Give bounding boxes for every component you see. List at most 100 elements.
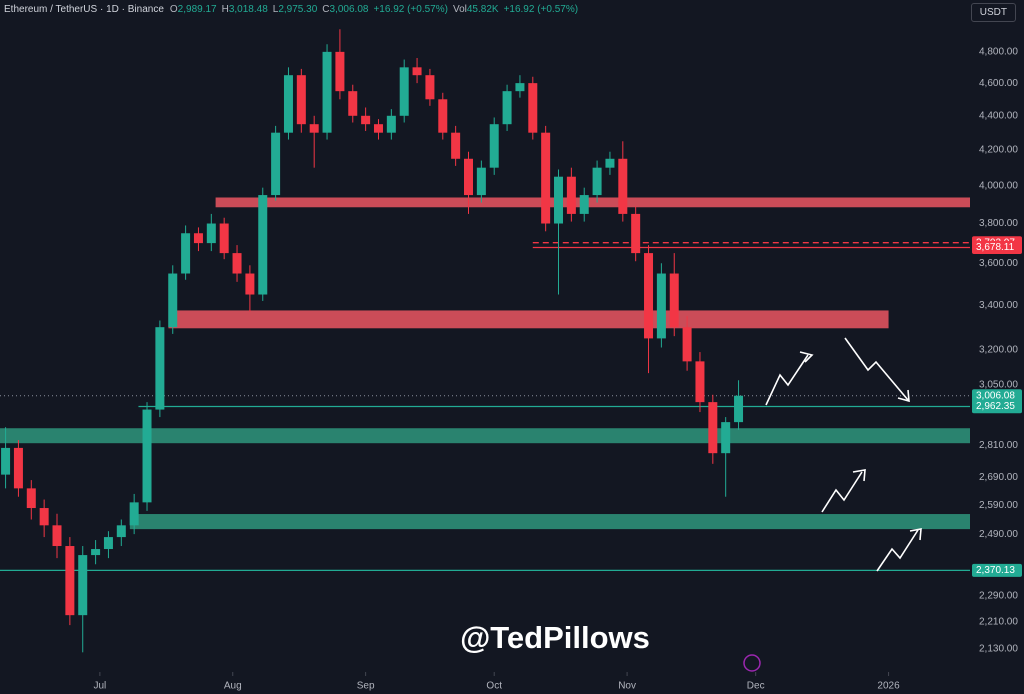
candle-body: [129, 502, 139, 526]
x-tick-label: Sep: [357, 681, 375, 692]
y-tick-label: 3,600.00: [979, 258, 1018, 269]
arrow-head: [897, 389, 910, 403]
x-tick-label: 2026: [877, 681, 900, 692]
candle-body: [91, 549, 101, 556]
price-tag: [972, 399, 1022, 413]
candle-body: [528, 83, 538, 133]
ohlc-key: H: [221, 4, 229, 15]
candle-body: [579, 195, 589, 214]
volume-value: 45.82K: [466, 4, 499, 15]
y-tick-label: 4,400.00: [979, 110, 1018, 121]
y-tick-label: 2,690.00: [979, 472, 1018, 483]
candle-body: [618, 158, 628, 214]
candle-body: [271, 132, 281, 196]
candle-body: [669, 273, 679, 328]
volume-change: +16.92 (+0.57%): [503, 4, 579, 15]
change: +16.92 (+0.57%): [373, 4, 448, 15]
y-tick-label: 2,490.00: [979, 529, 1018, 540]
zone: [168, 310, 889, 329]
y-tick-label: 4,600.00: [979, 78, 1018, 89]
legend-header: Ethereum / TetherUS · 1D · Binance O2,989…: [4, 4, 583, 15]
volume-key: Vol: [452, 4, 467, 15]
candle-body: [1, 447, 11, 475]
plot-layer: [0, 29, 974, 676]
ohlc-value: 3,006.08: [329, 4, 369, 15]
candle-body: [399, 67, 409, 116]
projection-arrows: [765, 337, 922, 572]
candle-body: [296, 75, 306, 125]
y-tick-label: 4,800.00: [979, 46, 1018, 57]
y-tick-label: 2,810.00: [979, 440, 1018, 451]
arrow-head: [799, 351, 814, 363]
candle-body: [412, 67, 422, 76]
candle-body: [386, 115, 396, 133]
candle-body: [502, 91, 512, 125]
currency-button[interactable]: USDT: [970, 3, 1016, 22]
price-tag: [972, 240, 1022, 254]
candle-body: [541, 132, 551, 224]
y-tick-label: 3,400.00: [979, 300, 1018, 311]
candle-body: [656, 273, 666, 339]
candle-body: [13, 447, 23, 489]
y-tick-label: 3,200.00: [979, 344, 1018, 355]
y-tick-label: 3,050.00: [979, 380, 1018, 391]
zone: [215, 197, 971, 208]
candle-body: [309, 124, 319, 133]
candle-body: [695, 361, 705, 403]
candle-body: [438, 99, 448, 133]
y-tick-label: 2,130.00: [979, 644, 1018, 655]
candle-body: [554, 176, 564, 224]
ohlc-key: L: [272, 4, 279, 15]
x-tick-label: Nov: [618, 681, 636, 692]
candle-body: [605, 158, 615, 168]
candle-body: [142, 409, 152, 503]
ohlc-value: 2,975.30: [278, 4, 318, 15]
candle-body: [592, 167, 602, 196]
watermark: @TedPillows: [460, 620, 650, 655]
candle-body: [206, 223, 216, 244]
y-tick-label: 2,590.00: [979, 500, 1018, 511]
candle-body: [463, 158, 473, 196]
candle-body: [78, 555, 88, 616]
candle-body: [181, 233, 191, 274]
alert-icon[interactable]: [743, 654, 761, 672]
candle-body: [232, 253, 242, 274]
arrow-up-2: [821, 471, 863, 513]
y-tick-label: 2,210.00: [979, 616, 1018, 627]
candle-body: [451, 132, 461, 159]
ohlc-key: C: [322, 4, 330, 15]
candle-body: [682, 327, 692, 362]
arrow-up-3: [876, 529, 919, 572]
candle-body: [155, 327, 165, 410]
price-tag-label: 2,370.13: [976, 565, 1015, 576]
ohlc-value: 3,018.48: [228, 4, 268, 15]
ohlc-value: 2,989.17: [177, 4, 217, 15]
x-tick-label: Aug: [224, 681, 242, 692]
candle-body: [116, 525, 126, 538]
candle-body: [373, 124, 383, 133]
price-tag-label: 2,962.35: [976, 401, 1015, 412]
price-tag-label: 3,678.11: [976, 242, 1015, 253]
price-tag-label: 3,006.08: [976, 390, 1015, 401]
candle-body: [168, 273, 178, 328]
candle-body: [631, 213, 641, 254]
y-tick-label: 4,000.00: [979, 180, 1018, 191]
candle-body: [52, 525, 62, 547]
candle-body: [39, 508, 49, 526]
candle-body: [193, 233, 203, 244]
candle-body: [515, 83, 525, 92]
candle-body: [348, 91, 358, 116]
x-tick-label: Jul: [93, 681, 106, 692]
arrow-down: [844, 337, 909, 401]
price-tag: [972, 563, 1022, 577]
candle-body: [489, 124, 499, 168]
ohlc-key: O: [169, 4, 178, 15]
candle-body: [566, 176, 576, 214]
candle-body: [258, 195, 268, 295]
price-axis-bg: [970, 0, 1024, 694]
candle-body: [361, 115, 371, 125]
candle-body: [219, 223, 229, 254]
candle-body: [335, 51, 345, 92]
candle-body: [322, 51, 332, 133]
